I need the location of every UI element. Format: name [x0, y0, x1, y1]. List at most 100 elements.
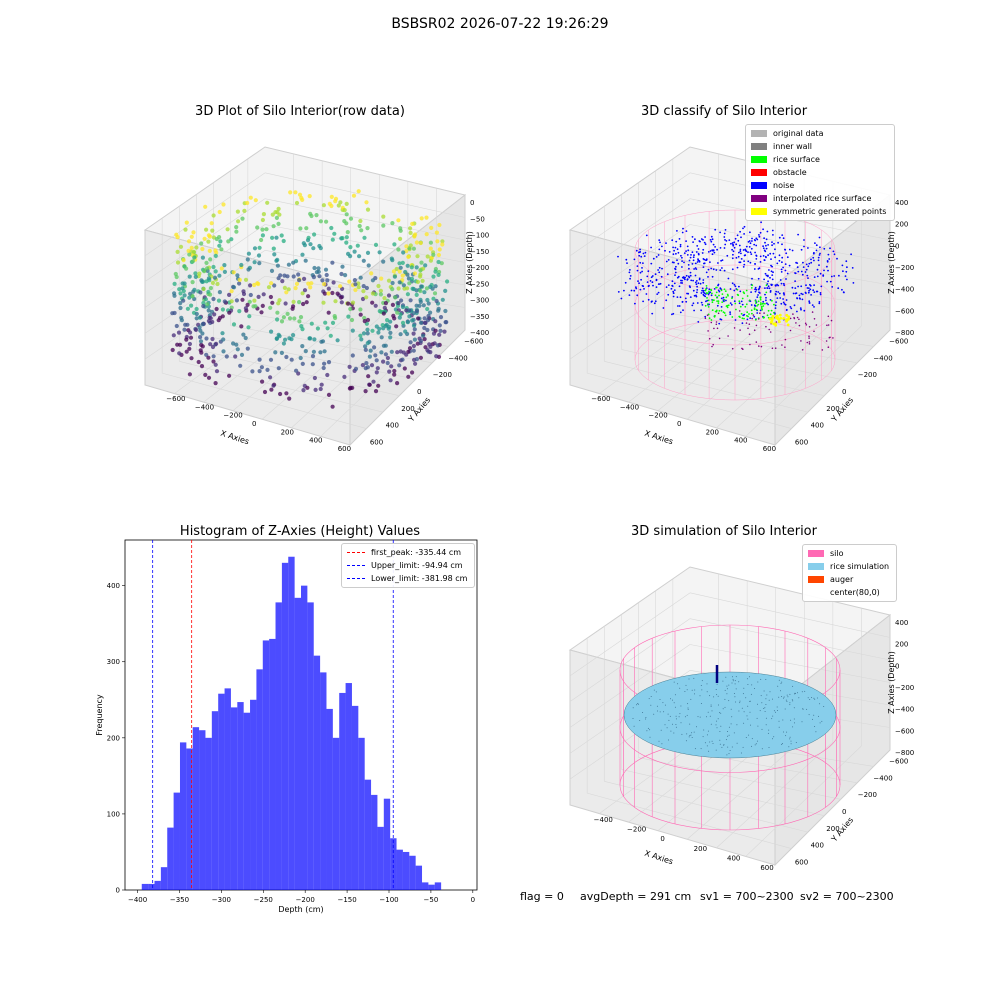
noise-point [791, 249, 794, 252]
raw-point [260, 233, 265, 238]
surface-mesh-point [685, 684, 687, 686]
raw-point [172, 281, 177, 286]
raw-point [260, 217, 265, 223]
interpolated-point [813, 318, 816, 320]
noise-point [671, 285, 674, 287]
raw-point [271, 246, 276, 251]
surface-mesh-point [657, 710, 658, 712]
raw-point [218, 239, 223, 244]
noise-point [696, 245, 699, 247]
raw-point [256, 294, 261, 299]
z-tick-label: 200 [895, 641, 908, 649]
raw-point [400, 273, 405, 278]
interpolated-point [793, 316, 795, 319]
raw-point [368, 348, 373, 353]
histogram-bar [371, 794, 378, 890]
histogram-bar [218, 693, 225, 890]
raw-point [187, 274, 192, 279]
surface-mesh-point [659, 699, 661, 700]
raw-point [246, 325, 251, 330]
noise-point [739, 230, 741, 233]
surface-mesh-point [716, 694, 718, 696]
raw-point [204, 279, 209, 284]
raw-point [396, 218, 401, 223]
raw-point [178, 291, 183, 296]
raw-point [270, 300, 275, 305]
noise-point [767, 275, 769, 278]
rice-surface-point [717, 302, 720, 304]
noise-point [758, 234, 760, 236]
raw-point [422, 290, 427, 295]
histogram-bar [154, 880, 161, 890]
surface-mesh-point [661, 743, 663, 745]
legend-swatch [808, 589, 824, 596]
raw-point [423, 263, 428, 268]
raw-point [415, 279, 420, 284]
noise-point [703, 292, 706, 294]
raw-point [418, 274, 423, 279]
raw-point [174, 323, 179, 329]
surface-mesh-point [788, 746, 790, 748]
noise-point [675, 252, 677, 255]
raw-point [302, 288, 308, 293]
noise-point [786, 256, 789, 259]
rice-surface-point [744, 305, 747, 308]
raw-point [401, 250, 406, 255]
raw-point [175, 260, 181, 265]
rice-surface-point [715, 286, 718, 289]
surface-mesh-point [670, 730, 672, 732]
raw-point [268, 375, 273, 380]
raw-point [410, 318, 415, 323]
histogram-xtick-label: −300 [212, 896, 231, 904]
noise-point [617, 291, 620, 293]
surface-mesh-point [786, 694, 788, 696]
surface-mesh-point [645, 717, 647, 718]
raw-point [418, 240, 423, 246]
surface-mesh-point [727, 746, 729, 748]
raw-point [211, 354, 216, 359]
surface-mesh-point [681, 733, 683, 735]
interpolated-point [821, 349, 824, 351]
noise-point [769, 299, 772, 301]
raw-point [303, 258, 308, 263]
z-tick-label: −350 [470, 313, 489, 321]
noise-point [754, 290, 757, 293]
surface-mesh-point [751, 745, 752, 747]
surface-mesh-point [691, 737, 693, 738]
noise-point [676, 230, 678, 232]
raw-point [362, 319, 367, 324]
rice-surface-point [751, 312, 753, 315]
raw-point [319, 382, 324, 387]
x-tick-label: −200 [627, 826, 646, 834]
noise-point [629, 277, 631, 280]
raw-point [229, 237, 234, 242]
noise-point [731, 282, 734, 285]
raw-point [342, 208, 347, 213]
noise-point [716, 248, 718, 251]
noise-point [791, 286, 794, 289]
surface-mesh-point [743, 711, 745, 713]
raw-point [340, 264, 345, 269]
raw-point [211, 213, 216, 218]
raw-point [281, 341, 286, 346]
surface-mesh-point [719, 712, 721, 714]
noise-point [725, 299, 727, 302]
surface-mesh-point [760, 678, 762, 680]
rice-surface-point [750, 287, 753, 289]
noise-point [785, 278, 787, 280]
legend-item: center(80,0) [803, 586, 896, 599]
raw-point [367, 354, 372, 359]
raw-point [357, 223, 362, 229]
noise-point [850, 253, 852, 256]
raw-point [231, 285, 237, 290]
noise-point [810, 294, 812, 296]
rice-surface-point [741, 297, 744, 300]
noise-point [721, 259, 724, 261]
raw-point [297, 319, 302, 324]
raw-point [303, 349, 308, 354]
noise-point [679, 243, 682, 246]
surface-mesh-point [821, 720, 823, 722]
histogram-bar [383, 798, 391, 890]
histogram-ytick-label: 200 [107, 734, 120, 742]
noise-point [750, 304, 753, 306]
